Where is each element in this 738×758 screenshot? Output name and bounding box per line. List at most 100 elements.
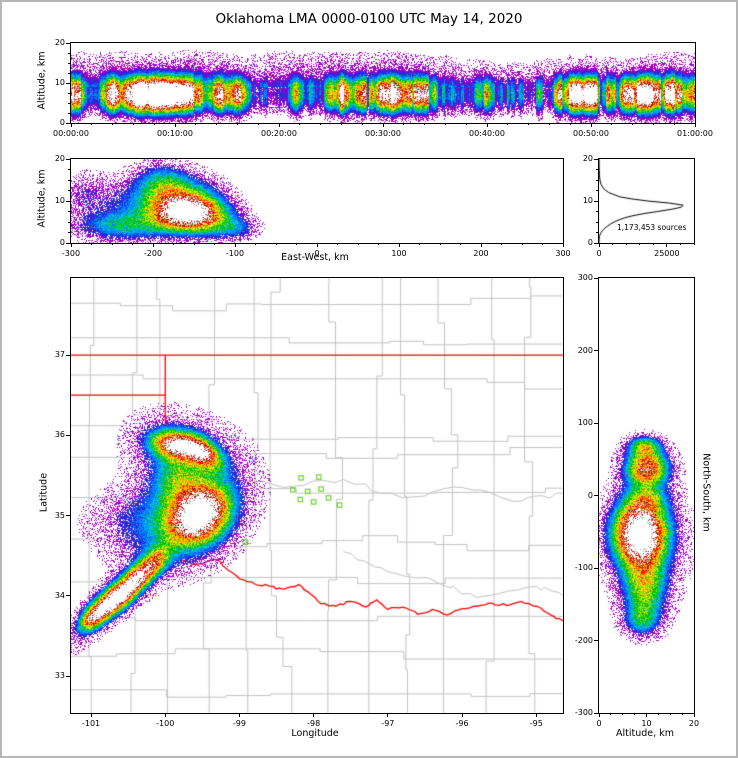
x-tick-label: 00:30:00 [365,129,401,138]
y-minor-tick [68,190,70,191]
x-tick-label: 10 [641,719,652,728]
x-tick [562,243,564,247]
y-tick-label: 0 [59,238,65,247]
x-minor-tick [521,243,523,245]
x-minor-tick [424,123,426,125]
y-tick [66,200,70,202]
x-tick [693,713,695,717]
y-minor-tick [68,102,70,104]
x-minor-tick [639,243,641,245]
x-tick-label: -300 [61,249,81,258]
x-tick-label: -99 [232,719,246,728]
y-tick [66,122,70,124]
source-count-annotation: 1,173,453 sources [617,223,687,232]
x-tick [164,713,166,717]
y-tick [594,277,598,279]
y-tick [594,567,598,569]
x-minor-tick [444,123,446,125]
x-tick-label: 00:50:00 [573,129,609,138]
x-minor-tick [679,243,681,245]
x-minor-tick [460,243,461,245]
y-tick [66,158,70,160]
x-tick [234,243,236,247]
y-tick-label: 33 [54,671,65,681]
y-minor-tick [68,52,70,54]
x-minor-tick [569,123,571,125]
x-minor-tick [216,123,218,125]
x-minor-tick [153,123,155,125]
x-tick [90,713,92,717]
x-tick-label: -101 [81,719,101,728]
x-minor-tick [548,123,550,125]
x-minor-tick [657,713,659,715]
x-minor-tick [111,243,113,245]
y-tick-label: 100 [577,418,593,427]
x-tick-label: 25000 [654,249,680,258]
x-minor-tick [507,123,509,125]
x-minor-tick [673,123,675,125]
y-tick-label: 20 [582,154,593,163]
y-tick-label: 300 [577,273,593,282]
y-tick-label: 37 [54,350,65,360]
y-minor-tick [68,92,70,94]
y-tick [66,675,70,677]
x-minor-tick [320,123,322,125]
plan-view-xlabel: Longitude [291,728,339,739]
x-minor-tick [214,243,215,245]
y-minor-tick [596,211,598,212]
y-tick-label: 34 [54,590,65,600]
y-minor-tick [68,169,70,170]
x-tick-label: -97 [381,719,395,728]
x-minor-tick [378,243,379,245]
x-tick [316,243,318,247]
x-minor-tick [652,123,654,125]
y-tick-label: 36 [54,430,65,440]
x-minor-tick [681,713,683,715]
x-tick-label: -100 [225,249,245,258]
northsouth-height-xlabel: Altitude, km [616,728,674,739]
y-minor-tick [68,112,70,114]
x-tick-label: 0 [596,719,602,728]
y-tick [66,434,70,436]
x-minor-tick [337,243,338,245]
x-tick-label: -98 [307,719,321,728]
y-tick [594,158,598,160]
x-tick [174,123,176,127]
x-minor-tick [91,123,93,125]
y-tick [594,640,598,641]
y-tick [66,515,70,517]
y-minor-tick [68,232,70,233]
x-tick-label: -100 [156,719,175,728]
y-minor-tick [68,72,70,74]
y-tick-label: -100 [574,563,593,572]
x-tick-label: -95 [529,719,543,728]
y-tick-label: 10 [54,196,65,205]
x-tick [590,123,592,127]
x-minor-tick [669,713,671,715]
y-tick-label: 0 [59,118,65,127]
x-minor-tick [634,713,636,715]
x-minor-tick [610,713,612,715]
x-minor-tick [275,243,277,245]
y-tick [594,200,598,202]
y-tick-label: 0 [587,238,593,247]
x-tick-label: 00:00:00 [53,129,89,138]
y-tick-label: 20 [54,154,65,163]
x-tick [598,713,600,717]
y-tick [594,422,598,424]
eastwest-height-ylabel: Altitude, km [36,169,48,228]
x-tick [278,123,280,127]
x-tick [598,243,600,247]
x-tick [382,123,384,127]
panel-time-height: 00:00:00 00:10:00 00:20:00 00:30:00 00:40:00… [53,38,713,138]
x-tick [666,243,668,247]
panel-plan-view-map: -101 -100 -99 -98 -97 -96 -95 33 34 35 36 37 [55,277,564,728]
x-tick [313,713,315,717]
x-tick-label: 00:10:00 [157,129,193,138]
x-tick [398,243,400,247]
x-tick-label: 20 [688,719,700,728]
x-minor-tick [419,243,420,245]
y-tick-label: 35 [54,510,65,520]
x-minor-tick [340,123,342,125]
y-tick [594,242,598,244]
